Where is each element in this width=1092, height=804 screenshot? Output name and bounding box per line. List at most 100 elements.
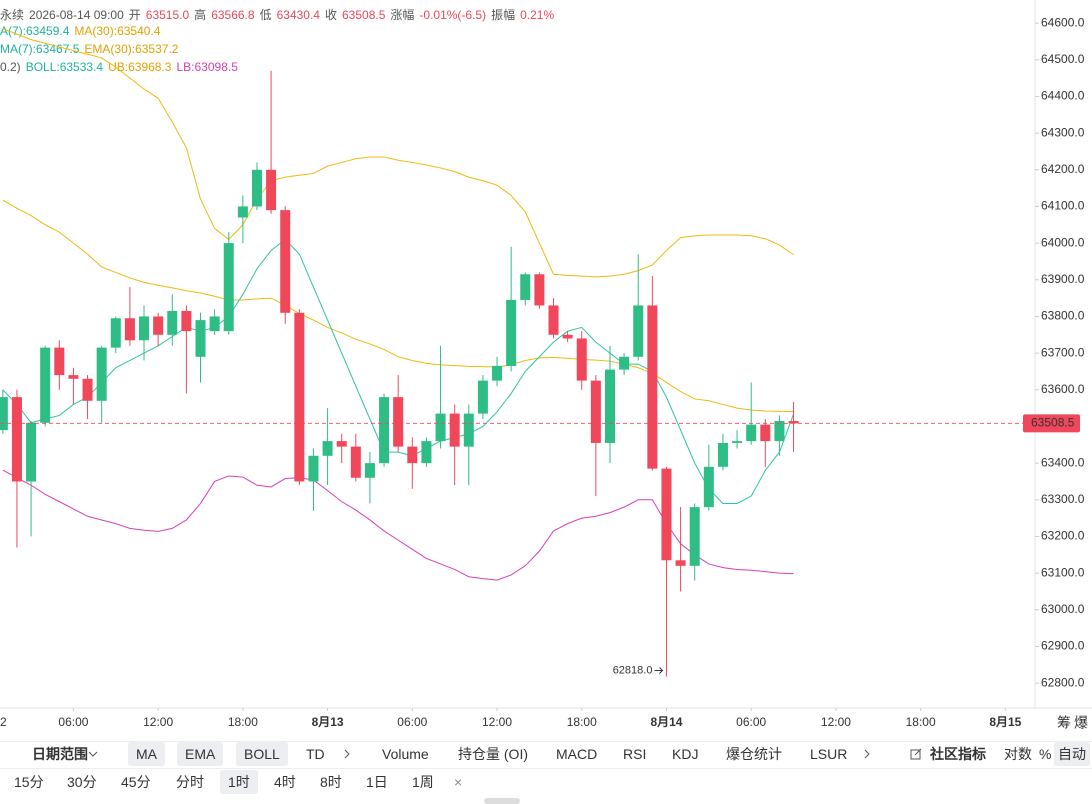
interval-btn[interactable]: 30分 — [67, 774, 97, 790]
x-tick-label: 8月14 — [650, 715, 682, 729]
y-tick-label: 63700.0 — [1041, 345, 1085, 359]
legend: BOLL:63533.4 — [25, 60, 104, 74]
candle-body — [717, 442, 728, 467]
candle-body — [251, 169, 262, 207]
candle-body — [124, 318, 135, 341]
x-tick-label: 8月13 — [312, 715, 344, 729]
ohlc-line: 永续 2026-08-14 09:00 开 63515.0 高 63566.8 低 63430… — [0, 6, 559, 23]
legend: MA(30):63540.4 — [74, 24, 161, 38]
x-tick-label: 18:00 — [567, 715, 597, 729]
candle-body — [82, 378, 93, 401]
interval-btn[interactable]: 1周 — [412, 774, 434, 790]
y-tick-label: 63300.0 — [1041, 492, 1085, 506]
y-tick-label: 63900.0 — [1041, 272, 1085, 286]
candle-body — [760, 424, 771, 442]
legend: LB:63098.5 — [176, 60, 238, 74]
candle-body — [463, 413, 474, 447]
td-btn[interactable]: TD — [306, 746, 325, 762]
close-btn[interactable]: × — [454, 774, 463, 790]
candle-body — [788, 420, 799, 424]
candle-body — [435, 413, 446, 442]
interval-btn[interactable]: 1时 — [220, 770, 258, 794]
candle-body — [294, 312, 305, 482]
log-btn[interactable]: 对数 — [1004, 746, 1032, 762]
indicator-line — [2, 469, 794, 581]
chevron — [88, 751, 98, 757]
sub-btn[interactable]: RSI — [623, 746, 647, 762]
pct-btn[interactable]: % — [1039, 746, 1052, 762]
boll-btn[interactable]: BOLL — [236, 742, 288, 766]
sub-btn[interactable]: 爆仓统计 — [726, 746, 782, 762]
ma-btn[interactable]: MA — [128, 742, 165, 766]
candle-body — [548, 305, 559, 335]
indicator-line — [2, 28, 794, 278]
candle-body — [26, 422, 37, 482]
label: 收 — [324, 8, 337, 22]
auto-btn[interactable]: 自动 — [1054, 742, 1090, 766]
interval-btn[interactable]: 4时 — [274, 774, 296, 790]
label: 涨幅 — [390, 8, 415, 22]
candle-body — [393, 397, 404, 447]
indicator-bar: 日期范围 MA EMA BOLL TD Volume 持仓量 (OI) MACD… — [0, 741, 1092, 769]
candle-body — [619, 356, 630, 370]
candle-body — [139, 316, 150, 341]
interval-btn[interactable]: 8时 — [320, 774, 342, 790]
interval-btn[interactable]: 分时 — [176, 774, 204, 790]
interval-btn[interactable]: 45分 — [121, 774, 151, 790]
interval-btn[interactable]: 1日 — [366, 774, 388, 790]
candle-body — [280, 210, 291, 313]
candle-body — [449, 413, 460, 447]
y-tick-label: 64400.0 — [1041, 89, 1085, 103]
corner-icon[interactable]: 筹 — [1057, 715, 1071, 731]
candle-body — [96, 347, 107, 401]
sub-btn[interactable]: 持仓量 (OI) — [458, 746, 528, 762]
candle-body — [746, 424, 757, 442]
y-tick-label: 62900.0 — [1041, 639, 1085, 653]
candle-body — [336, 441, 347, 447]
candle-body — [364, 463, 375, 478]
candle-body — [407, 446, 418, 464]
legend: EMA(30):63537.2 — [84, 42, 179, 56]
legend: UB:63968.3 — [108, 60, 172, 74]
candle-body — [379, 397, 390, 464]
sub-btn[interactable]: MACD — [556, 746, 598, 762]
indicator-line — [2, 238, 795, 504]
candle-body — [534, 274, 545, 306]
y-tick-label: 63600.0 — [1041, 382, 1085, 396]
candle-body — [675, 560, 686, 566]
date-range[interactable]: 日期范围 — [32, 746, 88, 762]
candle-body — [237, 206, 248, 218]
y-tick-label: 64200.0 — [1041, 162, 1085, 176]
last-price-label: 63508.5 — [1031, 416, 1075, 430]
corner-icon[interactable]: 爆 — [1074, 715, 1088, 731]
y-tick-label: 64300.0 — [1041, 125, 1085, 139]
ema-btn[interactable]: EMA — [177, 742, 224, 766]
x-tick-label: 18:00 — [228, 715, 258, 729]
label: 开 — [128, 8, 141, 22]
candle-body — [703, 466, 714, 508]
x-tick-label: 06:00 — [397, 715, 427, 729]
interval-btn[interactable]: 15分 — [14, 774, 44, 790]
value: 63430.4 — [276, 8, 320, 22]
x-tick-label: 12:00 — [821, 715, 851, 729]
community-btn[interactable]: 社区指标 — [930, 746, 986, 762]
last-price-box — [1023, 414, 1080, 433]
legend: 0.2) — [0, 60, 21, 74]
candle-body — [689, 507, 700, 566]
value: 0.21% — [520, 8, 555, 22]
value: 63566.8 — [211, 8, 255, 22]
candle-body — [576, 338, 587, 381]
ema-line: MA(7):63467.5 EMA(30):63537.2 — [0, 42, 183, 56]
sub-btn[interactable]: KDJ — [672, 746, 699, 762]
candle-body — [181, 310, 192, 332]
x-tick-label: 12:00 — [143, 715, 173, 729]
sub-btn[interactable]: LSUR — [810, 746, 848, 762]
candle-body — [40, 347, 51, 423]
sub-btn[interactable]: Volume — [382, 746, 429, 762]
scroll-handle[interactable] — [484, 798, 520, 804]
y-tick-label: 63800.0 — [1041, 309, 1085, 323]
candle-body — [732, 441, 743, 443]
label: 高 — [194, 8, 207, 22]
value: 63508.5 — [342, 8, 386, 22]
